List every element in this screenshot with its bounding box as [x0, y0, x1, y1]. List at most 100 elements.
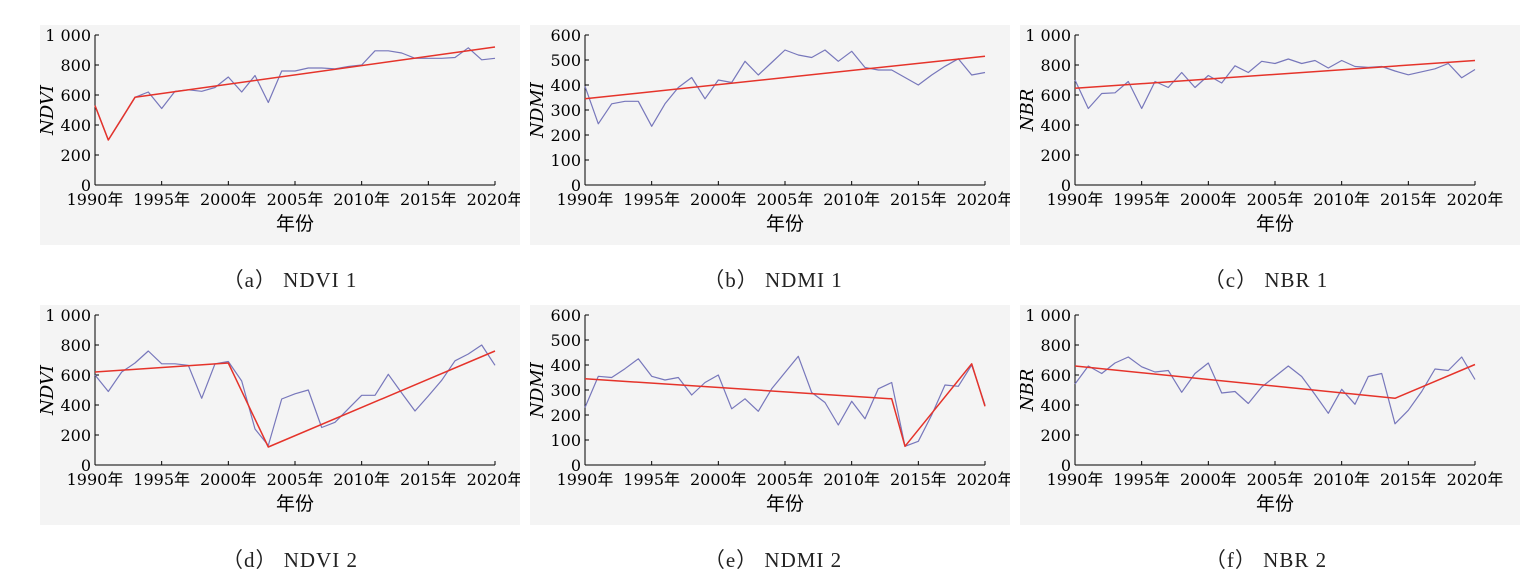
- x-tick-label: 2010年: [823, 470, 880, 489]
- x-tick-label: 1990年: [67, 470, 124, 489]
- y-tick-label: 0: [571, 456, 581, 475]
- caption-f: （f） NBR 2: [1204, 548, 1328, 572]
- y-tick-label: 600: [1040, 366, 1071, 385]
- panel-background: [1020, 305, 1520, 525]
- y-axis-label: NDVI: [40, 364, 58, 416]
- y-tick-label: 0: [571, 176, 581, 195]
- x-tick-label: 2000年: [1180, 470, 1237, 489]
- x-tick-label: 2010年: [333, 470, 390, 489]
- y-tick-label: 400: [60, 116, 91, 135]
- x-tick-label: 2000年: [690, 470, 747, 489]
- series-line: [1074, 356, 1476, 425]
- x-tick-label: 1990年: [67, 190, 124, 209]
- panel-background: [40, 25, 520, 245]
- chart-nbr-1: 0 200 400 600 800 1 000 1990年 1995年 2000年 2005年 20…: [1020, 25, 1520, 245]
- x-axis-label: 年份: [1256, 493, 1294, 515]
- y-tick-label: 100: [550, 431, 581, 450]
- y-tick-label: 1 000: [1025, 26, 1071, 45]
- x-tick-label: 1990年: [557, 190, 614, 209]
- x-tick-label: 2005年: [757, 190, 814, 209]
- x-tick-label: 1995年: [1113, 470, 1170, 489]
- x-tick-label: 2015年: [400, 190, 457, 209]
- trend-line: [94, 46, 496, 141]
- x-axis-label: 年份: [276, 213, 314, 235]
- y-tick-label: 400: [550, 356, 581, 375]
- y-axis-label: NDMI: [530, 361, 548, 419]
- x-axis-label: 年份: [766, 213, 804, 235]
- y-tick-label: 200: [550, 126, 581, 145]
- y-tick-label: 0: [81, 176, 91, 195]
- y-tick-label: 200: [60, 426, 91, 445]
- x-tick-label: 1990年: [1047, 470, 1104, 489]
- series-line: [584, 355, 986, 447]
- y-tick-label: 500: [550, 331, 581, 350]
- x-tick-label: 2010年: [823, 190, 880, 209]
- y-tick-label: 1 000: [45, 26, 91, 45]
- y-tick-label: 100: [550, 151, 581, 170]
- y-tick-label: 400: [550, 76, 581, 95]
- y-tick-label: 0: [1061, 456, 1071, 475]
- panel-background: [530, 305, 1010, 525]
- x-tick-label: 2015年: [890, 190, 947, 209]
- y-tick-label: 300: [550, 101, 581, 120]
- x-tick-label: 1995年: [133, 190, 190, 209]
- y-tick-label: 800: [60, 56, 91, 75]
- series-line: [94, 47, 496, 141]
- y-tick-label: 0: [1061, 176, 1071, 195]
- y-tick-label: 400: [1040, 116, 1071, 135]
- x-tick-label: 1995年: [623, 470, 680, 489]
- y-tick-label: 400: [1040, 396, 1071, 415]
- x-tick-label: 2020年: [1447, 190, 1504, 209]
- y-tick-label: 200: [550, 406, 581, 425]
- panel-background: [1020, 25, 1520, 245]
- y-tick-label: 600: [550, 26, 581, 45]
- x-tick-label: 1990年: [1047, 190, 1104, 209]
- x-tick-label: 1995年: [133, 470, 190, 489]
- x-tick-label: 2010年: [1313, 470, 1370, 489]
- caption-e: （e） NDMI 2: [703, 548, 843, 572]
- y-tick-label: 600: [1040, 86, 1071, 105]
- x-tick-label: 2015年: [400, 470, 457, 489]
- x-tick-label: 2020年: [1447, 470, 1504, 489]
- panel-background: [40, 305, 520, 525]
- y-axis-label: NDMI: [530, 81, 548, 139]
- series-line: [1074, 58, 1476, 110]
- y-tick-label: 200: [1040, 426, 1071, 445]
- y-tick-label: 600: [550, 306, 581, 325]
- panel-background: [530, 25, 1010, 245]
- y-tick-label: 200: [1040, 146, 1071, 165]
- x-axis-label: 年份: [1256, 213, 1294, 235]
- x-tick-label: 1990年: [557, 470, 614, 489]
- y-tick-label: 600: [60, 366, 91, 385]
- x-tick-label: 2020年: [957, 470, 1010, 489]
- y-axis-label: NDVI: [40, 84, 58, 136]
- trend-line: [1074, 363, 1476, 400]
- x-tick-label: 2000年: [200, 470, 257, 489]
- y-tick-label: 1 000: [1025, 306, 1071, 325]
- x-tick-label: 2005年: [1247, 470, 1304, 489]
- x-tick-label: 2000年: [1180, 190, 1237, 209]
- y-tick-label: 1 000: [45, 306, 91, 325]
- y-tick-label: 400: [60, 396, 91, 415]
- x-tick-label: 2015年: [890, 470, 947, 489]
- series-line: [584, 49, 986, 127]
- y-tick-label: 800: [1040, 336, 1071, 355]
- trend-line: [94, 350, 496, 448]
- y-tick-label: 800: [60, 336, 91, 355]
- trend-line: [584, 55, 986, 100]
- x-tick-label: 2005年: [267, 470, 324, 489]
- x-tick-label: 2020年: [467, 190, 520, 209]
- chart-ndvi-2: 0 200 400 600 800 1 000 1990年 1995年 2000年 2005年 20…: [40, 305, 520, 525]
- x-tick-label: 2015年: [1380, 190, 1437, 209]
- x-tick-label: 2005年: [1247, 190, 1304, 209]
- y-axis-label: NBR: [1020, 89, 1038, 133]
- trend-line: [584, 363, 986, 448]
- x-tick-label: 2010年: [1313, 190, 1370, 209]
- caption-b: （b） NDMI 1: [703, 268, 843, 292]
- y-tick-label: 0: [81, 456, 91, 475]
- caption-d: （d） NDVI 2: [222, 548, 358, 572]
- x-tick-label: 2005年: [757, 470, 814, 489]
- x-tick-label: 2020年: [957, 190, 1010, 209]
- x-tick-label: 2000年: [200, 190, 257, 209]
